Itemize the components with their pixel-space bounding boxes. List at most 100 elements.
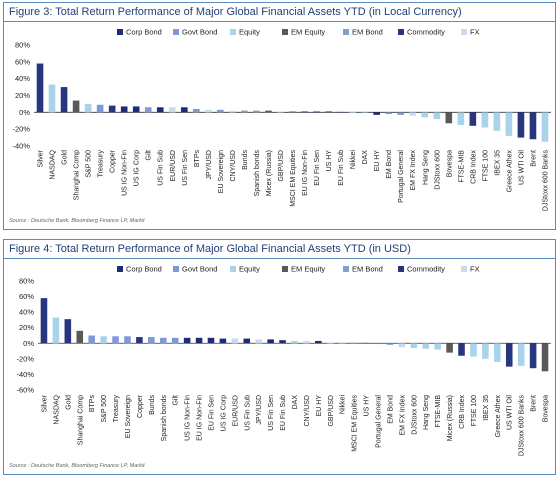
category-label-em-fx-index: EM FX Index [410,150,417,191]
bar-silver [36,63,44,113]
bar-eu-fin-sub [337,111,344,113]
category-label-us-hy: US HY [326,150,333,172]
bar-cny-usd [229,110,236,113]
category-label-crb-index: CRB Index [459,395,466,429]
bar-us-ig-corp [132,106,140,113]
bar-portugal-general [397,112,405,115]
figure-4-panel: Figure 4: Total Return Performance of Ma… [3,239,556,475]
y-tick-label: 0% [19,108,30,117]
bar-spanish-bonds [253,110,260,113]
legend-label-corp-bond: Corp Bond [126,265,162,274]
legend-swatch-commodity [398,29,404,35]
category-label-us-fin-sen: US Fin Sen [182,150,189,186]
category-label-crb-index: CRB Index [470,150,477,184]
bar-shanghai-comp [76,330,84,344]
category-label-jpy-usd: JPY/USD [256,395,263,425]
category-label-djstoxx-600: DJStoxx 600 [411,395,418,435]
legend-label-fx: FX [470,265,480,274]
bar-gilt [171,337,179,344]
legend-label-em-bond: EM Bond [352,28,383,37]
category-label-eu-fin-sub: EU Fin Sub [280,395,287,431]
figure-4-source: Source : Deutsche Bank, Bloomberg Financ… [9,463,145,469]
category-label-nikkei: Nikkei [340,395,347,415]
legend-label-fx: FX [470,28,480,37]
bar-btps [88,335,95,344]
category-label-eu-fin-sen: EU Fin Sen [208,395,215,431]
bar-eu-sovereign [124,336,131,344]
legend-swatch-govt-bond [173,266,179,272]
bar-micex-russia [446,343,453,353]
y-tick-label: -20% [16,354,34,363]
bar-treasury [112,336,119,344]
category-label-em-bond: EM Bond [387,395,394,424]
category-label-eu-sovereign: EU Sovereign [218,150,225,193]
legend-label-em-equity: EM Equity [291,28,325,37]
y-tick-label: 80% [19,277,34,286]
bar-em-bond [385,112,392,115]
bar-djstoxx-600-banks [517,343,525,366]
category-label-portugal-general: Portugal General [376,395,383,448]
bar-jpy-usd [205,109,212,113]
bar-portugal-general [374,343,382,345]
bar-eur-usd [231,338,239,344]
bar-s-p-500 [100,336,107,344]
bar-dax [291,340,298,344]
bar-gilt [144,107,152,113]
bar-greece-athex [494,343,501,362]
bar-msci-em-equities [350,342,358,344]
category-label-hang-seng: Hang Seng [422,150,429,185]
category-label-cny-usd: CNY/USD [304,395,311,427]
bar-djstoxx-600-banks [541,112,549,142]
bar-us-fin-sen [267,339,274,344]
bar-nasdaq [48,84,56,113]
category-label-greece-athex: Greece Athex [506,150,513,193]
y-tick-label: 40% [15,74,30,83]
bar-us-ig-non-fin [120,106,128,113]
bar-eu-fin-sub [279,340,286,344]
bar-ftse-mib [457,112,465,125]
category-label-bunds: Bunds [149,395,156,415]
legend-label-equity: Equity [239,265,260,274]
category-label-brent: Brent [531,395,538,412]
legend-label-em-equity: EM Equity [291,265,325,274]
figure-4-chart: Corp Bond Govt Bond Equity EM Equity EM Bond… [16,265,551,456]
category-label-jpy-usd: JPY/USD [206,150,213,180]
category-label-btps: BTPs [194,150,201,168]
legend-swatch-em-bond [343,266,349,272]
bar-bunds [241,110,248,113]
category-label-eu-hy: EU HY [316,395,323,417]
bar-us-fin-sub [243,338,251,344]
category-label-ftse-mib: FTSE-MIB [435,395,442,428]
bar-greece-athex [505,112,513,136]
category-label-ftse-100: FTSE 100 [482,150,489,182]
category-label-s-p-500: S&P 500 [101,395,108,423]
legend-swatch-equity [230,29,236,35]
bar-eu-hy [315,340,322,344]
y-tick-label: 0% [23,339,34,348]
bar-nikkei [338,342,346,344]
category-label-gilt: Gilt [173,395,180,406]
category-label-gbp-usd: GBP/USD [278,150,285,182]
category-label-us-ig-non-fin: US IG Non-Fin [122,150,129,196]
figure-3-title: Figure 3: Total Return Performance of Ma… [4,3,555,22]
bar-hang-seng [422,343,430,349]
legend: Corp Bond Govt Bond Equity EM Equity EM Bond… [117,28,480,37]
bar-silver [40,298,48,344]
category-label-us-wti-oil: US WTI Oil [507,395,514,430]
category-label-ibex-35: IBEX 35 [483,395,490,421]
category-label-ftse-mib: FTSE-MIB [458,150,465,183]
category-label-ftse-100: FTSE 100 [471,395,478,427]
bar-nasdaq [52,317,60,344]
legend-swatch-em-equity [282,266,288,272]
category-label-eur-usd: EUR/USD [232,395,239,427]
legend-swatch-commodity [398,266,404,272]
category-label-msci-em-equities: MSCI EM Equities [290,150,297,207]
figure-3-panel: Figure 3: Total Return Performance of Ma… [3,2,556,230]
bar-micex-russia [265,110,272,113]
bar-dax [361,112,368,113]
category-label-gold: Gold [65,395,72,410]
category-label-bovespa: Bovespa [446,150,453,177]
category-label-copper: Copper [137,394,144,418]
category-label-brent: Brent [530,150,537,167]
bar-eu-ig-non-fin [195,337,203,344]
